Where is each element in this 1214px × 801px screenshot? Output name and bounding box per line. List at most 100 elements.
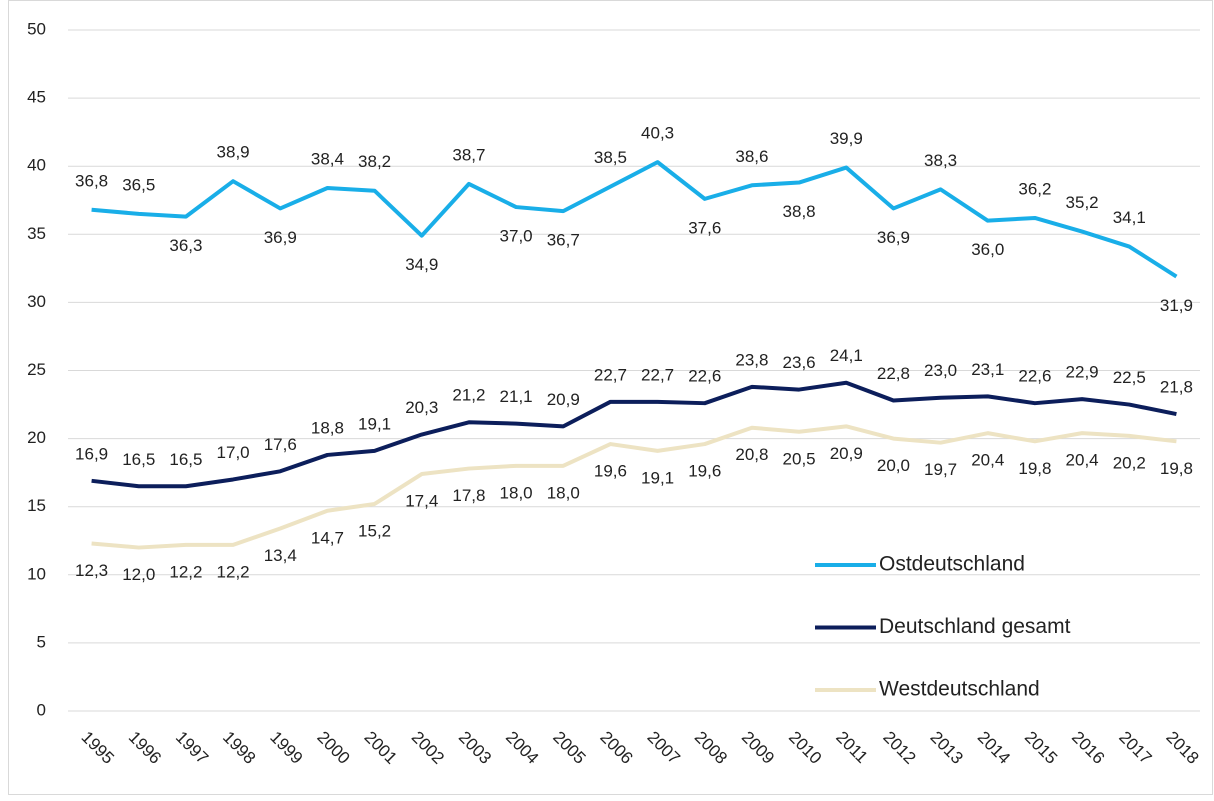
value-label: 38,7	[452, 145, 485, 164]
y-tick-label: 5	[37, 632, 46, 651]
x-tick-label: 2017	[1115, 728, 1155, 768]
value-label: 23,6	[783, 353, 816, 372]
value-label: 24,1	[830, 346, 863, 365]
x-tick-label: 2016	[1068, 728, 1108, 768]
value-label: 22,8	[877, 364, 910, 383]
value-label: 20,5	[783, 449, 816, 468]
value-label: 36,8	[75, 171, 108, 190]
x-tick-label: 2018	[1162, 728, 1202, 768]
value-label: 12,0	[122, 565, 155, 584]
value-label: 22,7	[641, 365, 674, 384]
value-label: 16,5	[122, 450, 155, 469]
value-label: 38,4	[311, 149, 344, 168]
series-line	[91, 424, 1177, 550]
value-label: 15,2	[358, 521, 391, 540]
value-label: 22,7	[594, 365, 627, 384]
value-label: 21,1	[500, 387, 533, 406]
value-label: 34,9	[405, 255, 438, 274]
value-label: 38,5	[594, 148, 627, 167]
chart-frame	[8, 0, 1213, 795]
value-label: 19,1	[358, 414, 391, 433]
value-label: 17,6	[264, 435, 297, 454]
series-line	[91, 380, 1177, 489]
y-tick-label: 35	[27, 224, 46, 243]
y-tick-label: 0	[37, 700, 46, 719]
value-label: 22,6	[1018, 367, 1051, 386]
x-tick-label: 1999	[266, 728, 306, 768]
y-tick-label: 50	[27, 19, 46, 38]
y-tick-label: 25	[27, 360, 46, 379]
value-label: 34,1	[1113, 208, 1146, 227]
value-label: 36,5	[122, 175, 155, 194]
value-label: 19,8	[1018, 459, 1051, 478]
value-label: 20,4	[971, 451, 1004, 470]
y-tick-label: 40	[27, 156, 46, 175]
x-tick-label: 2011	[832, 728, 871, 767]
value-label: 23,0	[924, 361, 957, 380]
value-label: 19,6	[594, 462, 627, 481]
x-tick-label: 2015	[1021, 728, 1061, 768]
x-tick-label: 2004	[502, 728, 542, 768]
x-tick-label: 2005	[549, 728, 589, 768]
value-label: 37,0	[500, 227, 533, 246]
value-label: 36,9	[264, 228, 297, 247]
value-label: 19,7	[924, 460, 957, 479]
value-label: 38,8	[783, 202, 816, 221]
value-label: 17,4	[405, 491, 438, 510]
value-label: 18,0	[500, 483, 533, 502]
value-label: 14,7	[311, 528, 344, 547]
x-tick-label: 2001	[361, 728, 401, 768]
x-tick-label: 2007	[644, 728, 684, 768]
value-label: 36,7	[547, 231, 580, 250]
x-tick-label: 2013	[927, 728, 967, 768]
value-label: 38,3	[924, 151, 957, 170]
value-label: 17,8	[452, 486, 485, 505]
x-tick-label: 1998	[219, 728, 259, 768]
legend-label: Deutschland gesamt	[879, 615, 1071, 638]
x-tick-label: 2002	[408, 728, 448, 768]
value-label: 31,9	[1160, 296, 1193, 315]
value-label: 37,6	[688, 218, 721, 237]
value-label: 22,5	[1113, 368, 1146, 387]
value-label: 21,8	[1160, 378, 1193, 397]
value-label: 20,3	[405, 398, 438, 417]
legend-label: Westdeutschland	[879, 678, 1040, 701]
value-label: 12,2	[217, 562, 250, 581]
x-tick-label: 2012	[879, 728, 919, 768]
value-label: 38,6	[735, 147, 768, 166]
y-tick-label: 20	[27, 428, 46, 447]
x-tick-label: 1996	[125, 728, 165, 768]
value-label: 19,1	[641, 468, 674, 487]
value-label: 18,0	[547, 483, 580, 502]
value-label: 21,2	[452, 386, 485, 405]
value-label: 36,2	[1018, 179, 1051, 198]
value-label: 19,8	[1160, 459, 1193, 478]
value-label: 22,9	[1066, 363, 1099, 382]
value-label: 36,9	[877, 228, 910, 247]
value-label: 16,9	[75, 444, 108, 463]
x-tick-label: 2009	[738, 728, 778, 768]
value-label: 13,4	[264, 546, 297, 565]
series-line	[91, 160, 1178, 279]
value-label: 17,0	[217, 443, 250, 462]
value-label: 36,3	[169, 236, 202, 255]
value-label: 23,8	[735, 350, 768, 369]
x-tick-label: 1997	[172, 728, 212, 768]
value-label: 38,2	[358, 152, 391, 171]
value-label: 16,5	[169, 450, 202, 469]
value-label: 22,6	[688, 367, 721, 386]
y-tick-label: 10	[27, 564, 46, 583]
value-label: 20,8	[735, 445, 768, 464]
x-tick-label: 2006	[596, 728, 636, 768]
value-label: 23,1	[971, 360, 1004, 379]
x-tick-label: 1995	[78, 728, 118, 768]
value-label: 36,0	[971, 240, 1004, 259]
value-label: 39,9	[830, 129, 863, 148]
value-label: 12,3	[75, 561, 108, 580]
y-tick-label: 45	[27, 88, 46, 107]
value-label: 20,9	[547, 390, 580, 409]
legend-label: Ostdeutschland	[879, 553, 1025, 576]
x-tick-label: 2010	[785, 728, 825, 768]
value-label: 12,2	[169, 562, 202, 581]
